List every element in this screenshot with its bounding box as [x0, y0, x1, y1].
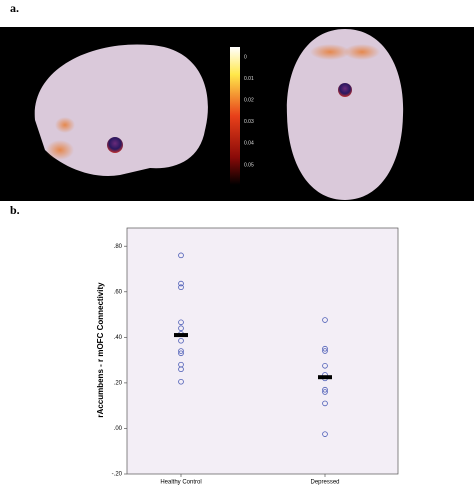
data-point	[178, 325, 184, 332]
mean-marker	[174, 333, 188, 338]
data-point	[178, 284, 184, 291]
data-point	[322, 431, 328, 437]
data-point	[322, 348, 328, 354]
data-point	[178, 366, 184, 373]
activation	[310, 44, 350, 60]
y-tick-label: .20	[114, 380, 123, 386]
brain-axial	[286, 29, 404, 200]
colorbar-label: 0.05	[244, 162, 254, 168]
y-tick-label: .40	[114, 335, 123, 341]
colorbar-label: 0.04	[244, 141, 254, 147]
panel-label: a.	[10, 1, 19, 15]
x-tick-label: Healthy Control	[160, 480, 201, 486]
data-point	[322, 317, 328, 323]
data-point	[322, 400, 328, 407]
mean-marker	[318, 375, 332, 380]
colorbar-label: 0.02	[244, 98, 254, 104]
y-tick-label: .80	[114, 244, 123, 250]
data-point	[178, 280, 184, 287]
y-tick-label: -.20	[112, 472, 123, 478]
y-tick-label: .60	[114, 289, 123, 295]
data-point	[178, 337, 184, 344]
plot-area	[126, 227, 399, 475]
data-point	[178, 350, 184, 357]
y-tick-label: .00	[114, 426, 123, 432]
seed-sphere	[338, 83, 352, 97]
data-point	[178, 319, 184, 326]
activation	[55, 117, 75, 133]
colorbar-label: 0.03	[244, 119, 254, 125]
activation	[46, 140, 74, 160]
data-point	[322, 386, 328, 393]
data-point	[322, 345, 328, 352]
data-point	[178, 348, 184, 354]
data-point	[322, 389, 328, 395]
activation	[344, 44, 380, 60]
y-axis-label: rAccumbens - r mOFC Connectivity	[96, 282, 105, 418]
data-point	[178, 252, 184, 259]
data-point	[322, 363, 328, 369]
x-tick-label: Depressed	[310, 480, 339, 486]
seed-sphere	[107, 137, 123, 153]
colorbar-label: 0.01	[244, 76, 254, 82]
brain-sagittal	[34, 44, 208, 176]
data-point	[178, 378, 184, 385]
colorbar-label: 0	[244, 54, 247, 60]
panel-label: b.	[10, 203, 20, 217]
colorbar	[230, 47, 240, 185]
